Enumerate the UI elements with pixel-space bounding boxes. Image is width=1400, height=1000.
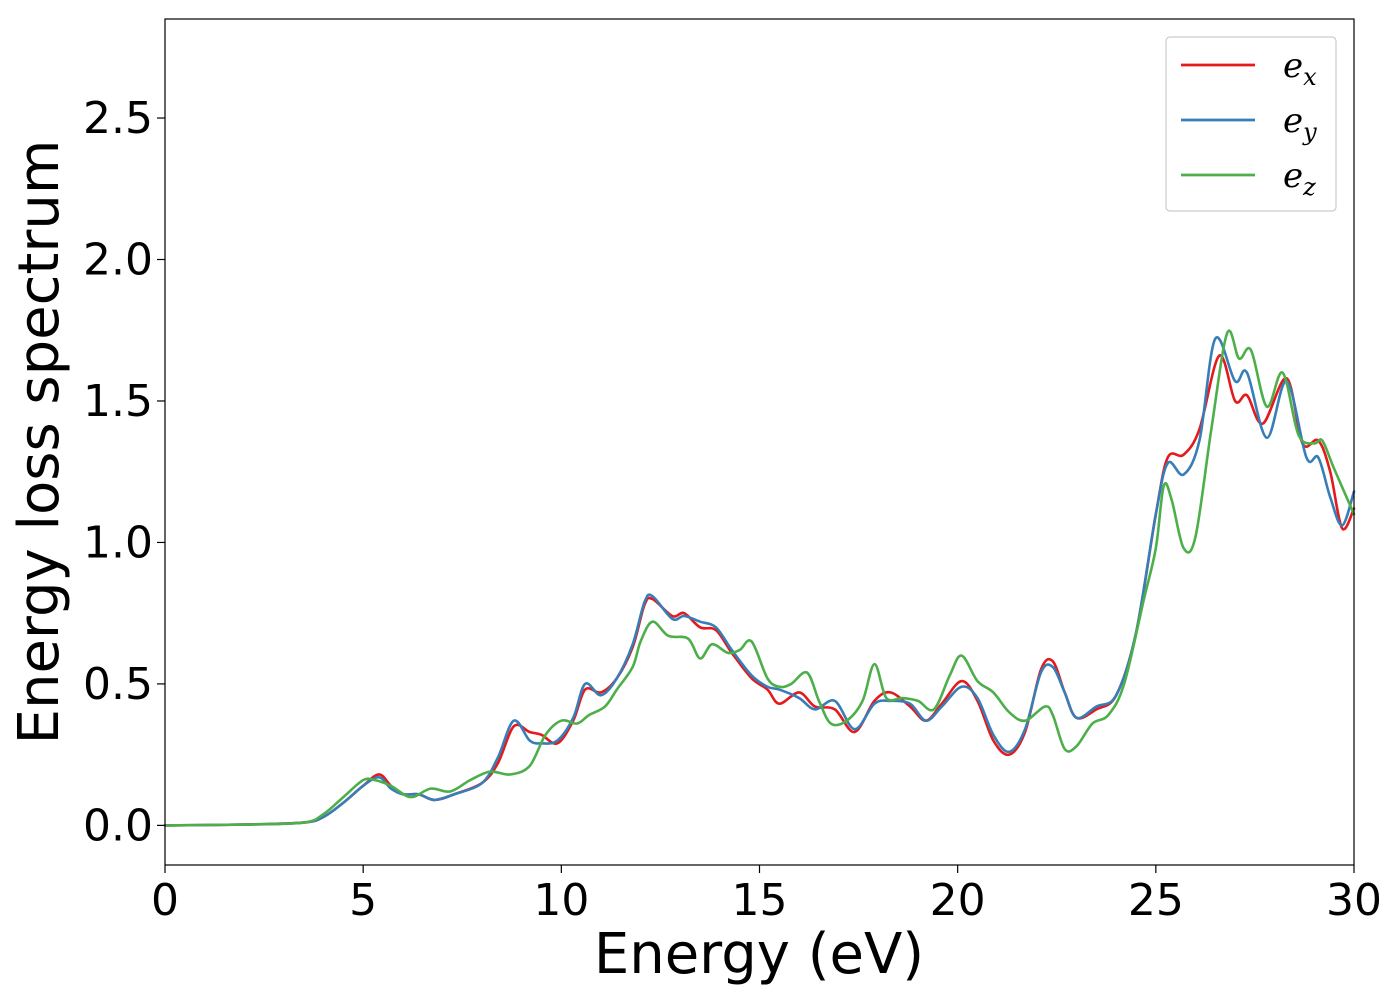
y-tick-label: 1.5 [83,376,153,427]
series-line-z [163,329,1356,827]
x-tick-label: 0 [151,875,179,926]
legend-box [1165,36,1337,212]
x-tick-label: 5 [349,875,377,926]
y-tick-label: 0.0 [83,800,153,851]
x-tick-label: 30 [1326,875,1382,926]
y-tick-label: 2.0 [83,235,153,286]
series-line-y [163,336,1356,827]
y-axis: 0.0 0.5 1.0 1.5 2.0 2.5 [83,93,165,851]
x-tick-label: 10 [533,875,589,926]
series-layer [163,329,1356,827]
x-axis-label: Energy (eV) [594,922,924,987]
y-tick-label: 2.5 [83,93,153,144]
x-tick-label: 20 [930,875,986,926]
x-axis: 0 5 10 15 20 25 30 [151,865,1382,926]
x-tick-label: 25 [1128,875,1184,926]
y-axis-label: Energy loss spectrum [7,140,72,745]
y-tick-label: 1.0 [83,517,153,568]
x-tick-label: 15 [732,875,788,926]
y-tick-label: 0.5 [83,659,153,710]
